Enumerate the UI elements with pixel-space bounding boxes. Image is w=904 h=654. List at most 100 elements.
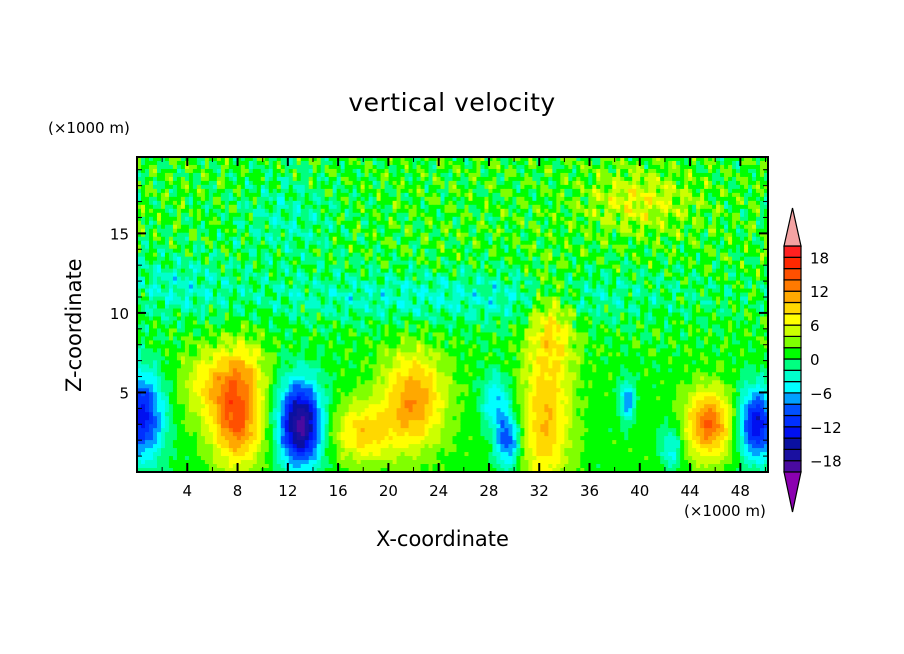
- contour-cell: [724, 168, 729, 174]
- contour-cell: [524, 208, 529, 214]
- contour-cell: [344, 256, 350, 262]
- contour-cell: [464, 220, 470, 226]
- contour-cell: [328, 280, 334, 286]
- contour-cell: [384, 248, 390, 254]
- contour-cell: [192, 264, 198, 270]
- contour-cell: [137, 216, 142, 222]
- contour-cell: [536, 172, 541, 178]
- contour-cell: [616, 244, 621, 250]
- contour-cell: [276, 236, 282, 242]
- contour-cell: [316, 164, 322, 170]
- contour-cell: [220, 184, 226, 190]
- contour-cell: [560, 188, 565, 194]
- contour-cell: [672, 188, 677, 194]
- contour-cell: [556, 228, 561, 234]
- contour-cell: [544, 224, 549, 230]
- contour-cell: [392, 232, 398, 238]
- contour-cell: [420, 176, 426, 182]
- contour-cell: [360, 216, 366, 222]
- contour-cell: [500, 164, 506, 170]
- contour-cell: [428, 272, 434, 278]
- contour-cell: [676, 224, 681, 230]
- contour-cell: [556, 212, 561, 218]
- contour-cell: [536, 204, 541, 210]
- contour-cell: [236, 200, 242, 206]
- contour-cell: [296, 252, 302, 258]
- contour-cell: [712, 180, 717, 186]
- contour-cell: [740, 216, 745, 222]
- contour-cell: [576, 268, 581, 274]
- contour-cell: [212, 160, 218, 166]
- contour-cell: [356, 232, 362, 238]
- contour-cell: [264, 164, 270, 170]
- contour-cell: [328, 256, 334, 262]
- contour-cell: [584, 260, 589, 266]
- contour-cell: [160, 236, 166, 242]
- contour-cell: [492, 172, 498, 178]
- contour-cell: [396, 168, 402, 174]
- contour-cell: [152, 160, 158, 166]
- contour-cell: [572, 180, 577, 186]
- contour-cell: [668, 192, 673, 198]
- contour-cell: [276, 188, 282, 194]
- contour-cell: [192, 256, 198, 262]
- contour-cell: [556, 244, 561, 250]
- contour-cell: [344, 157, 350, 162]
- contour-cell: [356, 157, 362, 162]
- contour-cell: [340, 208, 346, 214]
- contour-cell: [316, 280, 322, 286]
- contour-cell: [296, 168, 302, 174]
- contour-cell: [488, 272, 494, 278]
- contour-cell: [728, 188, 733, 194]
- contour-cell: [296, 268, 302, 274]
- contour-cell: [496, 252, 502, 258]
- contour-cell: [152, 196, 158, 202]
- contour-cell: [208, 228, 214, 234]
- contour-cell: [368, 196, 374, 202]
- contour-cell: [344, 188, 350, 194]
- contour-cell: [428, 252, 434, 258]
- contour-cell: [568, 188, 573, 194]
- contour-cell: [376, 164, 382, 170]
- contour-cell: [636, 180, 641, 186]
- contour-cell: [256, 236, 262, 242]
- contour-cell: [700, 228, 705, 234]
- contour-cell: [552, 192, 557, 198]
- contour-cell: [396, 204, 402, 210]
- contour-cell: [240, 252, 246, 258]
- contour-cell: [144, 260, 150, 266]
- contour-cell: [696, 184, 701, 190]
- contour-cell: [748, 220, 753, 226]
- contour-cell: [137, 172, 142, 178]
- contour-cell: [240, 200, 246, 206]
- contour-cell: [492, 196, 498, 202]
- contour-cell: [396, 200, 402, 206]
- contour-cell: [372, 196, 378, 202]
- contour-cell: [604, 224, 609, 230]
- contour-cell: [272, 248, 278, 254]
- contour-cell: [696, 248, 701, 254]
- contour-cell: [224, 216, 230, 222]
- contour-cell: [460, 240, 466, 246]
- contour-cell: [212, 157, 218, 162]
- contour-cell: [220, 236, 226, 242]
- contour-cell: [380, 248, 386, 254]
- contour-cell: [320, 212, 326, 218]
- contour-cell: [692, 228, 697, 234]
- contour-cell: [480, 268, 486, 274]
- contour-cell: [432, 260, 438, 266]
- contour-cell: [228, 216, 234, 222]
- contour-cell: [452, 276, 458, 282]
- contour-cell: [256, 212, 262, 218]
- contour-cell: [648, 244, 653, 250]
- contour-cell: [680, 157, 685, 162]
- contour-cell: [224, 208, 230, 214]
- contour-cell: [480, 200, 486, 206]
- contour-cell: [696, 212, 701, 218]
- contour-cell: [252, 272, 258, 278]
- contour-cell: [200, 204, 206, 210]
- contour-cell: [324, 236, 330, 242]
- contour-cell: [212, 180, 218, 186]
- contour-cell: [532, 172, 537, 178]
- contour-cell: [616, 208, 621, 214]
